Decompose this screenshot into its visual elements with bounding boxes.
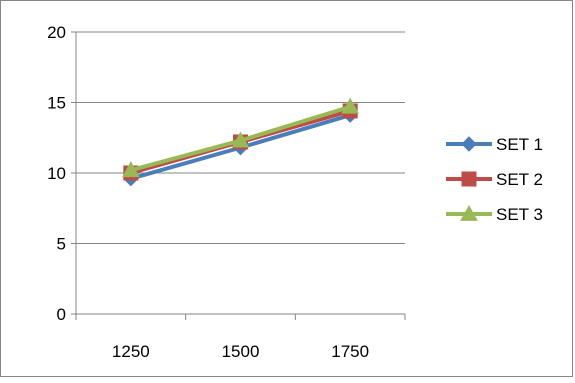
legend-label: SET 1 [496,135,543,154]
legend-entry: SET 3 [446,204,543,224]
x-tick-labels: 1250 1500 1750 [112,342,369,361]
legend: SET 1 SET 2 SET 3 [446,135,543,224]
y-tick-label: 5 [57,235,66,254]
legend-label: SET 2 [496,170,543,189]
legend-marker [460,204,478,221]
legend-entry: SET 2 [446,170,543,189]
data-point [121,161,140,178]
x-tick-label: 1750 [331,342,369,361]
legend-entry: SET 1 [446,135,543,154]
x-tick-label: 1500 [222,342,260,361]
axes [71,31,406,320]
y-tick-label: 20 [47,23,66,42]
data-point [341,97,360,114]
y-tick-label: 0 [57,305,66,324]
series-set-3 [121,97,360,178]
legend-marker [461,136,477,152]
legend-marker [461,171,477,187]
y-tick-labels: 0 5 10 15 20 [47,23,66,324]
data-point [231,131,250,148]
x-tick-label: 1250 [112,342,150,361]
plot-area [121,97,360,187]
legend-label: SET 3 [496,205,543,224]
y-tick-label: 15 [47,94,66,113]
y-tick-label: 10 [47,164,66,183]
